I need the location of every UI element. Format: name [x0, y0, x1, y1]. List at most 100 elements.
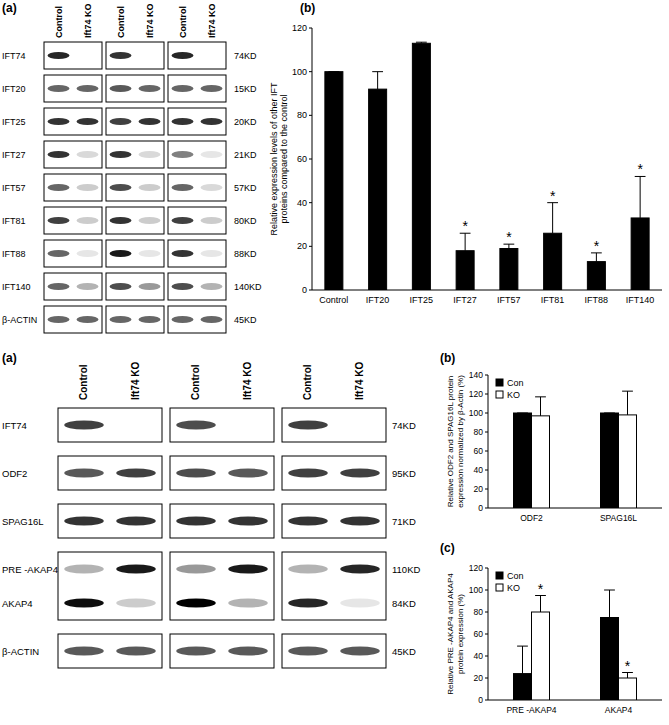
bar [325, 72, 343, 290]
band [200, 250, 222, 257]
x-tick-label: IFT27 [453, 295, 477, 305]
legend-label: KO [507, 390, 520, 400]
protein-label: AKAP4 [2, 598, 33, 609]
y-tick-label: 40 [474, 651, 484, 661]
blot-box [106, 306, 164, 333]
blot-box [282, 634, 386, 668]
size-label: 84KD [392, 598, 416, 609]
blot-box [168, 174, 226, 201]
lane-label: Control [178, 6, 188, 38]
band [171, 316, 193, 323]
bar [412, 43, 430, 290]
size-label: 88KD [234, 249, 257, 259]
band [340, 647, 380, 656]
error-bar [377, 72, 378, 89]
band [171, 184, 193, 191]
x-tick-label: IFT57 [497, 295, 521, 305]
error-bar [540, 397, 541, 416]
band [138, 217, 160, 224]
panel-label: (a) [2, 351, 17, 365]
protein-label: IFT25 [2, 117, 26, 127]
band [109, 283, 131, 290]
y-tick-label: 0 [478, 503, 483, 513]
band [109, 316, 131, 323]
bar [456, 251, 474, 290]
size-label: 45KD [234, 315, 257, 325]
y-tick [309, 290, 312, 291]
y-tick-label: 120 [469, 563, 483, 573]
panel-label: (c) [440, 541, 455, 555]
band [340, 469, 380, 478]
band [76, 118, 98, 125]
y-tick-label: 60 [474, 446, 484, 456]
bar [601, 618, 619, 701]
blot-box [106, 108, 164, 135]
band [47, 250, 69, 257]
y-tick-label: 100 [469, 585, 483, 595]
band [288, 599, 328, 608]
blot-box [168, 75, 226, 102]
y-tick [485, 590, 488, 591]
error-bar [465, 233, 466, 250]
error-cap [535, 396, 546, 397]
band [228, 469, 268, 478]
protein-label: IFT27 [2, 150, 26, 160]
error-bar [596, 253, 597, 262]
band [288, 421, 328, 430]
y-tick [309, 71, 312, 72]
band [176, 647, 216, 656]
y-tick-label: 140 [469, 370, 483, 380]
band [171, 217, 193, 224]
band [47, 184, 69, 191]
bar [514, 674, 532, 700]
y-tick [309, 202, 312, 203]
y-tick-label: 40 [297, 198, 307, 208]
band [138, 250, 160, 257]
bar [532, 416, 550, 508]
error-cap [517, 646, 528, 647]
y-tick-label: 80 [297, 110, 307, 120]
error-cap [604, 413, 615, 414]
significance: * [506, 229, 512, 245]
protein-label: IFT140 [2, 282, 31, 292]
band [109, 151, 131, 158]
band [116, 565, 156, 574]
x-tick-label: AKAP4 [605, 705, 633, 715]
y-axis-label-line: expression normalized by β-Actin (%) [456, 375, 465, 508]
band [171, 118, 193, 125]
size-label: 95KD [392, 468, 416, 479]
band [228, 565, 268, 574]
band [171, 85, 193, 92]
y-tick [485, 678, 488, 679]
blot-box [106, 207, 164, 234]
lane-label: Control [54, 6, 64, 38]
blot-box [106, 141, 164, 168]
band [76, 250, 98, 257]
band [340, 599, 380, 608]
band [109, 118, 131, 125]
x-tick-label: SPAG16L [600, 513, 637, 523]
error-bar [540, 596, 541, 613]
y-tick [485, 656, 488, 657]
y-axis-label-line: Relative ODF2 and SPAG16L protein [446, 376, 455, 508]
y-axis-label: Relative expression levels of other IFTp… [269, 82, 290, 236]
band [200, 52, 222, 59]
band [176, 421, 216, 430]
lane-label: Control [78, 364, 89, 400]
lane-label: Ift74 KO [83, 3, 93, 38]
band [47, 316, 69, 323]
blot-box [106, 42, 164, 69]
y-tick [485, 700, 488, 701]
band [47, 283, 69, 290]
band [288, 517, 328, 526]
blot-box [168, 273, 226, 300]
blot-box [170, 408, 274, 442]
size-label: 21KD [234, 150, 257, 160]
blot-box [44, 174, 102, 201]
x-tick-label: ODF2 [520, 513, 543, 523]
x-tick-label: PRE -AKAP4 [506, 705, 556, 715]
size-label: 45KD [392, 646, 416, 657]
band [76, 283, 98, 290]
y-axis-label-line: Relative expression levels of other IFT [269, 82, 279, 236]
protein-label: IFT20 [2, 84, 26, 94]
